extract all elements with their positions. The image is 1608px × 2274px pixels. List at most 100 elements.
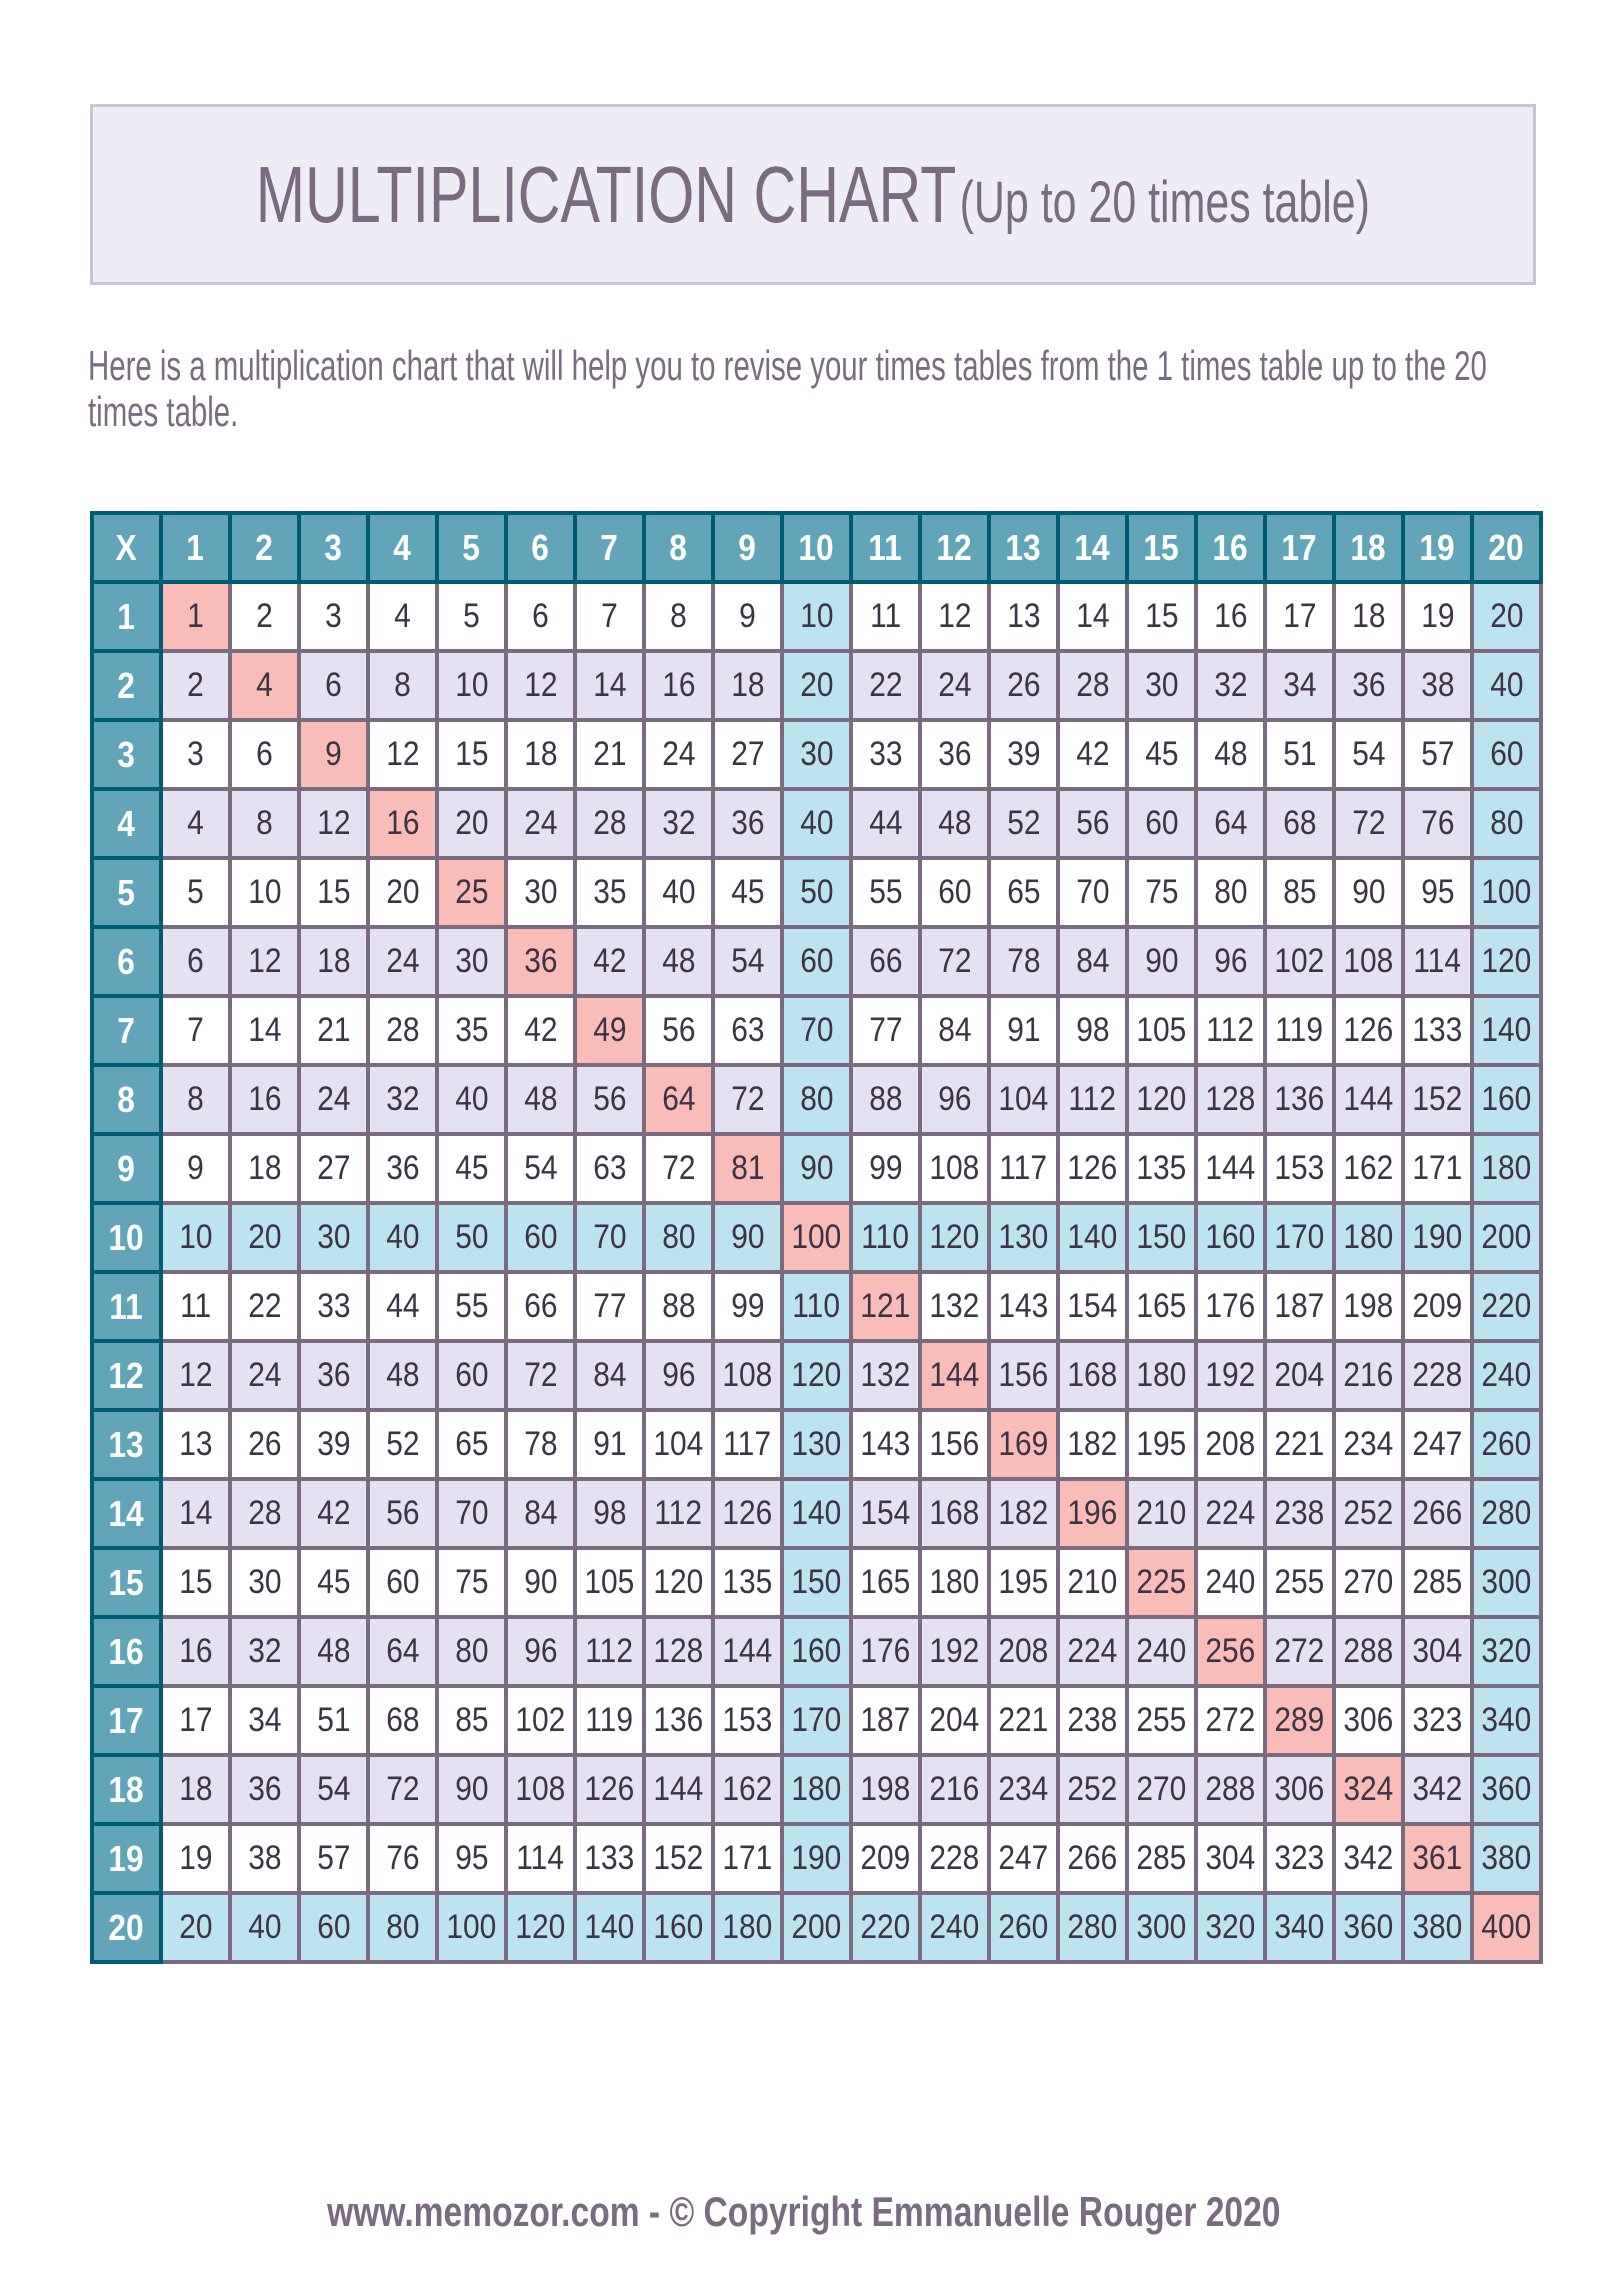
product-cell: 64 xyxy=(1194,787,1267,860)
product-cell-label: 52 xyxy=(1006,804,1041,842)
product-cell: 120 xyxy=(642,1546,715,1619)
product-cell: 240 xyxy=(1125,1615,1198,1688)
column-header-label: 10 xyxy=(798,526,835,568)
product-cell-label: 14 xyxy=(247,1011,282,1049)
product-cell: 50 xyxy=(435,1201,508,1274)
row-header: 1 xyxy=(90,580,163,653)
product-cell-label: 210 xyxy=(1067,1563,1118,1601)
product-cell: 21 xyxy=(297,994,370,1067)
column-header-label: 1 xyxy=(186,526,205,568)
product-cell-label: 112 xyxy=(1206,1011,1255,1049)
product-cell-label: 140 xyxy=(1481,1011,1532,1049)
product-cell-label: 18 xyxy=(523,735,558,773)
product-cell: 121 xyxy=(849,1270,922,1343)
product-cell: 144 xyxy=(1332,1063,1405,1136)
product-cell: 171 xyxy=(1401,1132,1474,1205)
product-cell-label: 98 xyxy=(1075,1011,1110,1049)
product-cell: 6 xyxy=(159,925,232,998)
product-cell: 24 xyxy=(297,1063,370,1136)
product-cell-label: 304 xyxy=(1205,1839,1256,1877)
product-cell: 210 xyxy=(1125,1477,1198,1550)
product-cell-label: 272 xyxy=(1205,1701,1256,1739)
product-cell-label: 144 xyxy=(929,1356,980,1394)
column-header-label: 8 xyxy=(669,526,688,568)
product-cell-label: 30 xyxy=(523,873,558,911)
product-cell-label: 128 xyxy=(653,1632,704,1670)
product-cell-label: 240 xyxy=(1205,1563,1256,1601)
product-cell: 4 xyxy=(228,649,301,722)
product-cell: 36 xyxy=(711,787,784,860)
column-header: 15 xyxy=(1125,511,1198,584)
table-row: 19 19 38 57 76 95 114 133 152 171 190 209 228 247 266 2… xyxy=(90,1822,1543,1895)
product-cell-label: 16 xyxy=(178,1632,213,1670)
product-cell: 209 xyxy=(849,1822,922,1895)
row-header-label: 13 xyxy=(108,1423,145,1465)
product-cell-label: 143 xyxy=(998,1287,1049,1325)
product-cell-label: 27 xyxy=(730,735,765,773)
product-cell: 32 xyxy=(366,1063,439,1136)
column-header-label: 9 xyxy=(738,526,757,568)
column-header: 16 xyxy=(1194,511,1267,584)
product-cell-label: 54 xyxy=(523,1149,558,1187)
product-cell-label: 320 xyxy=(1481,1632,1532,1670)
product-cell-label: 198 xyxy=(1343,1287,1394,1325)
product-cell-label: 156 xyxy=(929,1425,980,1463)
product-cell: 36 xyxy=(1332,649,1405,722)
product-cell: 35 xyxy=(435,994,508,1067)
product-cell-label: 18 xyxy=(178,1770,213,1808)
product-cell: 180 xyxy=(780,1753,853,1826)
product-cell: 36 xyxy=(504,925,577,998)
product-cell-label: 132 xyxy=(860,1356,911,1394)
product-cell-label: 11 xyxy=(179,1287,212,1325)
product-cell-label: 54 xyxy=(1351,735,1386,773)
product-cell-label: 32 xyxy=(661,804,696,842)
product-cell-label: 20 xyxy=(178,1908,213,1946)
product-cell-label: 110 xyxy=(861,1218,910,1256)
product-cell-label: 154 xyxy=(860,1494,911,1532)
product-cell: 20 xyxy=(435,787,508,860)
column-header-label: 13 xyxy=(1005,526,1042,568)
product-cell: 108 xyxy=(918,1132,991,1205)
product-cell: 42 xyxy=(297,1477,370,1550)
product-cell: 18 xyxy=(228,1132,301,1205)
product-cell: 42 xyxy=(504,994,577,1067)
product-cell: 340 xyxy=(1263,1891,1336,1964)
product-cell: 84 xyxy=(573,1339,646,1412)
product-cell: 8 xyxy=(159,1063,232,1136)
product-cell: 90 xyxy=(711,1201,784,1274)
product-cell-label: 70 xyxy=(1075,873,1110,911)
product-cell: 22 xyxy=(849,649,922,722)
row-header-label: 19 xyxy=(108,1837,145,1879)
product-cell: 16 xyxy=(159,1615,232,1688)
product-cell-label: 170 xyxy=(791,1701,842,1739)
product-cell-label: 104 xyxy=(653,1425,704,1463)
product-cell: 117 xyxy=(987,1132,1060,1205)
product-cell: 209 xyxy=(1401,1270,1474,1343)
product-cell: 112 xyxy=(573,1615,646,1688)
product-cell: 40 xyxy=(366,1201,439,1274)
product-cell-label: 255 xyxy=(1136,1701,1187,1739)
product-cell-label: 260 xyxy=(998,1908,1049,1946)
product-cell: 154 xyxy=(1056,1270,1129,1343)
product-cell: 14 xyxy=(159,1477,232,1550)
product-cell: 120 xyxy=(504,1891,577,1964)
row-header: 3 xyxy=(90,718,163,791)
product-cell: 105 xyxy=(573,1546,646,1619)
product-cell-label: 126 xyxy=(1067,1149,1118,1187)
product-cell-label: 2 xyxy=(187,666,204,704)
column-header: 5 xyxy=(435,511,508,584)
table-row: 16 16 32 48 64 80 96 112 128 144 160 176 192 208 224 24… xyxy=(90,1615,1543,1688)
row-header-label: 6 xyxy=(117,940,136,982)
product-cell: 38 xyxy=(228,1822,301,1895)
product-cell-label: 234 xyxy=(1343,1425,1394,1463)
product-cell-label: 224 xyxy=(1067,1632,1118,1670)
column-header-label: 14 xyxy=(1074,526,1111,568)
row-header: 15 xyxy=(90,1546,163,1619)
product-cell-label: 39 xyxy=(316,1425,351,1463)
product-cell-label: 44 xyxy=(868,804,903,842)
product-cell: 77 xyxy=(573,1270,646,1343)
product-cell: 4 xyxy=(159,787,232,860)
product-cell-label: 162 xyxy=(722,1770,773,1808)
product-cell: 84 xyxy=(918,994,991,1067)
product-cell-label: 17 xyxy=(178,1701,213,1739)
